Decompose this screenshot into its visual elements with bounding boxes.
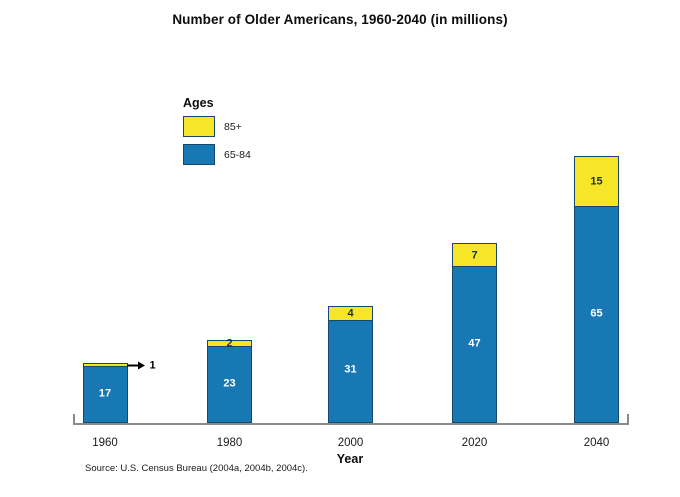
bar-segment-85plus-2000 xyxy=(329,307,372,321)
annotation-85plus-1960: 1 xyxy=(126,359,156,372)
bar-segment-85plus-2040 xyxy=(575,157,618,208)
annotation-arrow-line xyxy=(126,364,138,367)
x-axis-left-stub xyxy=(73,414,75,425)
x-tick-label-2020: 2020 xyxy=(461,437,488,449)
legend-swatch-65-84-icon xyxy=(183,144,215,165)
value-label-85plus-2020: 7 xyxy=(471,249,478,262)
x-axis-line xyxy=(73,423,629,425)
bar-2040: 65 15 xyxy=(574,156,619,423)
value-label-65-84-2020: 47 xyxy=(468,337,481,350)
bar-segment-85plus-1960 xyxy=(83,363,127,368)
legend-label-85plus: 85+ xyxy=(224,120,242,133)
value-label-85plus-2040: 15 xyxy=(590,175,603,188)
value-label-65-84-1980: 23 xyxy=(223,377,236,390)
x-tick-label-2040: 2040 xyxy=(583,437,610,449)
legend-swatch-85plus-icon xyxy=(183,116,215,137)
annotation-value-label: 1 xyxy=(149,359,156,372)
bar-segment-85plus-1980 xyxy=(208,340,251,348)
value-label-65-84-2040: 65 xyxy=(590,307,603,320)
annotation-arrow-right-icon xyxy=(137,361,145,370)
value-label-65-84-1960: 17 xyxy=(98,387,112,400)
legend-label-65-84: 65-84 xyxy=(224,148,251,161)
bar-2020: 47 7 xyxy=(452,242,497,423)
value-label-85plus-2000: 4 xyxy=(347,307,354,320)
x-axis-title: Year xyxy=(336,452,364,466)
bar-segment-85plus-2020 xyxy=(453,243,496,268)
legend-item-85plus: 85+ xyxy=(183,116,251,137)
x-tick-label-1960: 1960 xyxy=(92,437,118,449)
bar-2000: 31 4 xyxy=(328,306,373,423)
legend-item-65-84: 65-84 xyxy=(183,144,251,165)
legend-heading: Ages xyxy=(183,96,214,110)
chart-title: Number of Older Americans, 1960-2040 (in… xyxy=(172,12,508,27)
legend: Ages 85+ 65-84 xyxy=(183,96,251,172)
value-label-85plus-1980: 2 xyxy=(226,337,233,350)
value-label-65-84-2000: 31 xyxy=(344,363,357,376)
bar-1960: 17 1 xyxy=(82,360,156,423)
source-note: Source: U.S. Census Bureau (2004a, 2004b… xyxy=(85,463,308,474)
x-tick-label-2000: 2000 xyxy=(337,437,364,449)
x-axis-right-stub xyxy=(627,414,629,425)
x-tick-label-1980: 1980 xyxy=(216,437,243,449)
plot-area: 17 1 1960 23 2 1980 31 4 2000 47 7 2020 65 15 2040 xyxy=(73,120,629,449)
bar-1980: 23 2 xyxy=(207,337,252,423)
